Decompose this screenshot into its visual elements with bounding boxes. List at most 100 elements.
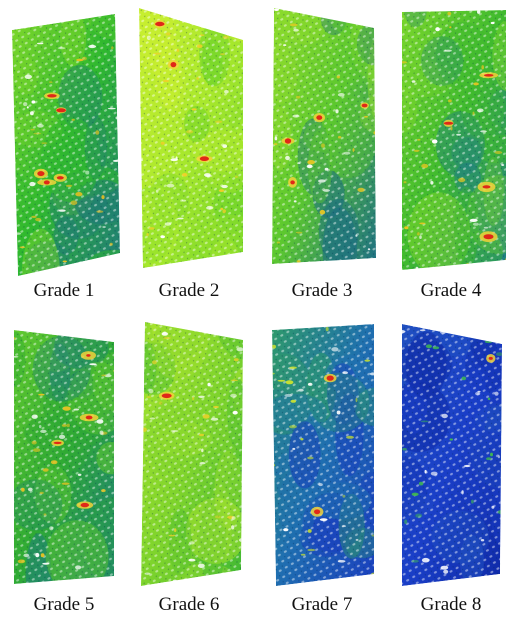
speckle [373, 131, 376, 135]
speckle [421, 557, 430, 563]
speckle [146, 35, 151, 40]
speckle [431, 139, 438, 144]
speckle [404, 226, 409, 230]
speckle [358, 267, 366, 271]
speckle [201, 448, 204, 453]
speckle [497, 455, 501, 459]
speckle [292, 324, 298, 325]
defect-spot [170, 62, 177, 68]
speckle [272, 464, 275, 467]
speckle [107, 107, 116, 110]
grade-1-caption: Grade 1 [33, 280, 95, 301]
defect-spot [314, 509, 321, 515]
speckle [139, 172, 140, 177]
speckle [364, 359, 371, 362]
speckle [440, 565, 449, 570]
speckle [24, 74, 32, 80]
speckle [449, 26, 452, 29]
speckle [218, 189, 225, 193]
defect-spot [483, 234, 494, 240]
speckle [26, 106, 29, 109]
speckle [347, 262, 351, 264]
speckle [417, 138, 421, 141]
speckle [242, 50, 243, 56]
speckle [443, 569, 449, 574]
speckle [162, 79, 170, 83]
speckle [411, 80, 416, 83]
speckle [77, 473, 82, 476]
speckle [242, 61, 243, 66]
speckle [62, 260, 67, 263]
speckle [355, 397, 358, 403]
speckle [367, 248, 371, 251]
speckle [148, 388, 154, 394]
speckle [318, 179, 326, 183]
defect-spot [326, 375, 334, 381]
speckle [70, 200, 78, 206]
defect-spot [80, 502, 90, 508]
speckle [323, 189, 330, 192]
speckle [456, 133, 461, 136]
speckle [188, 558, 196, 562]
grade-4-caption: Grade 4 [420, 280, 482, 301]
speckle [317, 12, 321, 16]
speckle [88, 44, 97, 49]
speckle [289, 425, 297, 429]
weave-texture [402, 324, 502, 586]
speckle [210, 417, 219, 421]
speckle [321, 143, 325, 148]
speckle [309, 11, 314, 15]
speckle [196, 44, 203, 48]
speckle [480, 539, 485, 542]
speckle [430, 181, 434, 185]
speckle [39, 491, 44, 495]
speckle [497, 509, 502, 515]
speckle [141, 400, 144, 404]
weave-texture [139, 8, 243, 268]
speckle [285, 155, 290, 161]
speckle [231, 525, 235, 530]
speckle [139, 159, 144, 161]
grade-3-surface-scan [272, 8, 376, 271]
speckle [369, 372, 374, 376]
speckle [421, 163, 429, 169]
speckle [136, 440, 139, 443]
speckle [191, 108, 197, 111]
speckle [283, 44, 287, 47]
speckle [61, 482, 70, 485]
speckle [155, 189, 159, 193]
speckle [101, 374, 107, 377]
speckle [274, 8, 279, 11]
speckle [215, 322, 222, 323]
speckle [504, 579, 510, 582]
speckle [461, 376, 467, 381]
defect-spot [86, 354, 91, 357]
speckle [197, 563, 205, 568]
speckle [496, 352, 502, 356]
defect-spot [155, 21, 165, 27]
speckle [477, 108, 484, 113]
grade-7-surface-scan [272, 324, 374, 586]
speckle [101, 195, 105, 200]
speckle [272, 372, 275, 375]
speckle [416, 232, 420, 236]
grade-7-panel [270, 322, 382, 587]
speckle [172, 579, 178, 583]
grade-8-panel [400, 322, 512, 587]
speckle [221, 184, 228, 189]
speckle [341, 525, 347, 527]
grade-8-caption: Grade 8 [420, 594, 482, 615]
speckle [276, 241, 281, 244]
speckle [33, 448, 41, 452]
speckle [76, 58, 84, 62]
speckle [336, 75, 340, 79]
speckle [215, 120, 223, 124]
speckle [14, 232, 22, 235]
speckle [472, 222, 479, 226]
speckle [480, 130, 487, 133]
defect-spot [56, 176, 64, 180]
speckle [335, 109, 339, 114]
speckle [182, 173, 188, 177]
speckle [290, 399, 297, 403]
